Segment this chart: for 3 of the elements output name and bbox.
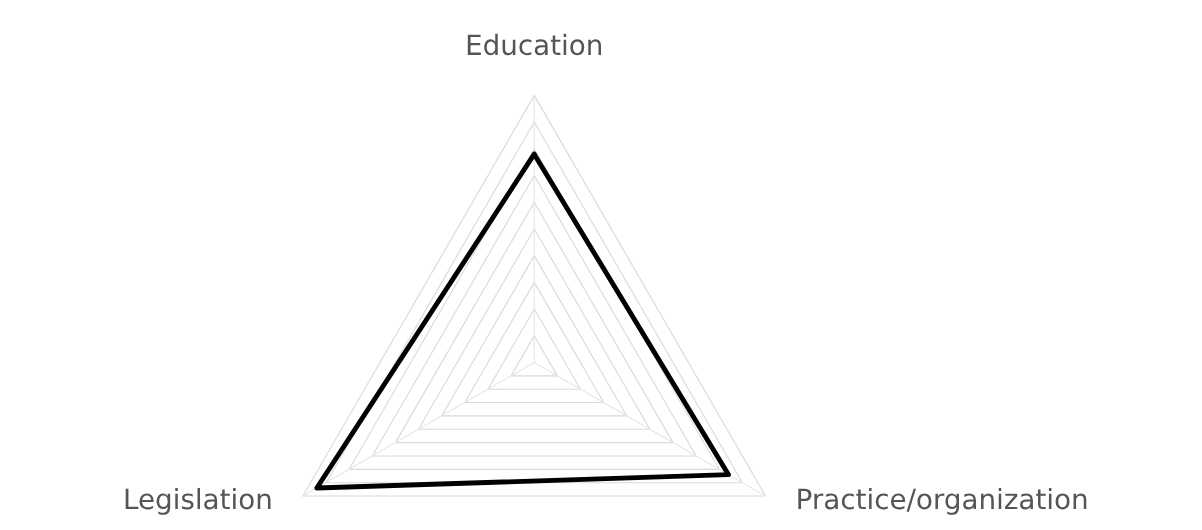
- spoke-label: Practice/organization: [798, 487, 1087, 515]
- spoke-label: Legislation: [125, 487, 271, 515]
- spoke-label: Education: [467, 33, 602, 56]
